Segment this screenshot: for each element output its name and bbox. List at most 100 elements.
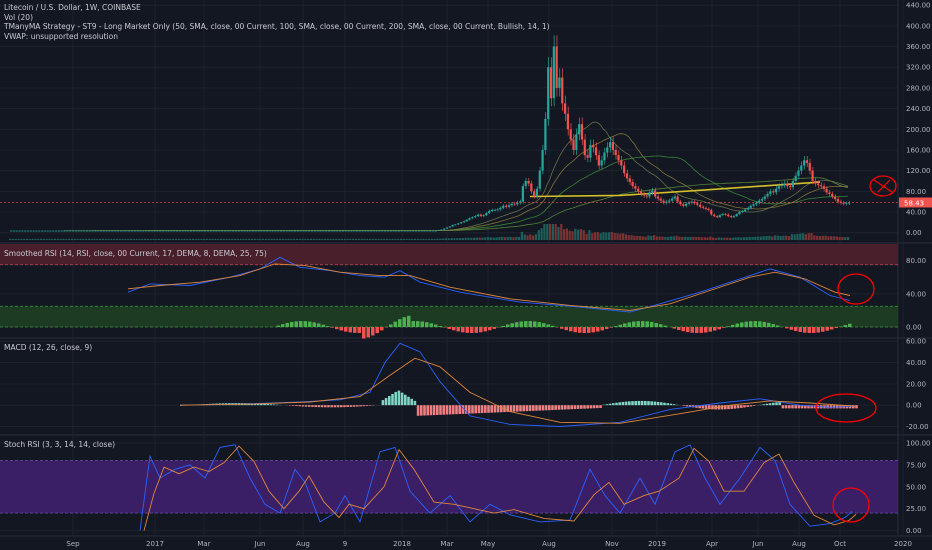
time-axis-label: 2018 — [393, 540, 411, 548]
volume-bar — [73, 238, 76, 240]
stoch-y-tick-label: 50.00 — [906, 483, 926, 491]
candle-body — [443, 228, 446, 230]
rsi-histogram-bar — [699, 327, 703, 333]
macd-histogram-bar — [701, 405, 705, 409]
volume-bar — [562, 229, 566, 240]
rsi-histogram-bar — [339, 327, 343, 331]
rsi-histogram-bar — [663, 325, 667, 328]
rsi-histogram-bar — [695, 327, 699, 334]
volume-bar — [388, 238, 391, 240]
candle-body — [797, 170, 800, 176]
candle-body — [220, 230, 224, 232]
rsi-histogram-bar — [618, 324, 622, 328]
candle-body — [195, 230, 198, 232]
macd-histogram-bar — [711, 405, 714, 410]
macd-histogram-bar — [576, 405, 580, 409]
macd-histogram-bar — [420, 405, 423, 416]
rsi-histogram-bar — [308, 321, 312, 328]
volume-bar — [197, 238, 200, 240]
macd-histogram-bar — [580, 405, 583, 409]
candle-body — [760, 199, 764, 201]
candle-body — [575, 134, 578, 150]
rsi-histogram-bar — [614, 326, 618, 328]
macd-histogram-bar — [541, 405, 545, 411]
candle-body — [18, 230, 21, 232]
volume-bar — [166, 238, 169, 240]
volume-bar — [700, 237, 703, 240]
volume-bar — [366, 238, 369, 240]
volume-bar — [205, 238, 209, 240]
rsi-pane-legend[interactable]: Smoothed RSI (14, RSI, close, 00 Current… — [4, 249, 267, 258]
candle-body — [66, 230, 69, 232]
volume-bar — [658, 236, 661, 240]
volume-bar — [158, 238, 161, 240]
volume-bar — [422, 238, 425, 240]
macd-histogram-bar — [436, 405, 439, 415]
macd-histogram-bar — [452, 405, 455, 415]
candle-body — [473, 216, 477, 218]
candle-body — [372, 230, 375, 232]
volume-bar — [689, 236, 692, 240]
macd-histogram-bar — [784, 405, 788, 409]
macd-histogram-bar — [356, 405, 359, 407]
volume-bar — [371, 238, 374, 240]
macd-histogram-bar — [327, 405, 330, 408]
candle-body — [403, 230, 406, 232]
volume-legend[interactable]: Vol (20) — [4, 12, 34, 22]
macd-histogram-bar — [560, 405, 564, 410]
candle-body — [223, 230, 226, 232]
macd-histogram-bar — [682, 405, 685, 406]
candle-body — [639, 191, 643, 194]
candle-body — [623, 165, 626, 174]
stoch-pane-legend[interactable]: Stoch RSI (3, 3, 14, 14, close) — [4, 440, 115, 449]
macd-histogram-bar — [311, 405, 314, 407]
volume-bar — [655, 236, 658, 240]
time-axis-label: May — [481, 540, 495, 548]
macd-histogram-bar — [765, 403, 769, 406]
volume-bar — [309, 238, 313, 240]
candle-body — [226, 230, 229, 232]
candle-body — [499, 207, 502, 210]
candle-body — [555, 46, 558, 88]
volume-bar — [200, 238, 203, 240]
candle-body — [527, 180, 530, 184]
volume-bar — [225, 238, 228, 240]
macd-pane-legend[interactable]: MACD (12, 26, close, 9) — [4, 343, 93, 352]
macd-histogram-bar — [455, 405, 458, 415]
time-axis-label: 9 — [343, 540, 347, 548]
macd-histogram-bar — [500, 405, 503, 413]
macd-histogram-bar — [458, 405, 461, 415]
rsi-histogram-bar — [317, 323, 321, 328]
volume-bar — [163, 238, 166, 240]
candle-body — [533, 191, 536, 197]
macd-histogram-bar — [724, 405, 727, 410]
vwap-legend[interactable]: VWAP: unsupported resolution — [4, 31, 118, 41]
volume-bar — [53, 238, 57, 240]
volume-bar — [574, 228, 577, 240]
macd-histogram-bar — [532, 405, 535, 411]
volume-bar — [368, 238, 372, 240]
macd-y-tick-label: -20.00 — [906, 423, 929, 431]
volume-bar — [115, 238, 119, 240]
rsi-histogram-bar — [452, 327, 456, 331]
candle-body — [209, 230, 212, 232]
rsi-histogram-bar — [717, 327, 721, 330]
candle-body — [530, 183, 533, 192]
volume-bar — [138, 238, 141, 240]
macd-histogram-bar — [554, 405, 557, 410]
volume-bar — [785, 235, 788, 240]
candle-body — [811, 170, 814, 181]
rsi-histogram-bar — [726, 326, 730, 328]
volume-bar — [267, 238, 270, 240]
strategy-legend[interactable]: TManyMA Strategy - ST9 - Long Market Onl… — [4, 22, 550, 31]
symbol-title[interactable]: Litecoin / U.S. Dollar, 1W, COINBASE — [4, 3, 141, 12]
volume-bar — [492, 237, 495, 240]
moving-average-line — [91, 133, 849, 231]
macd-histogram-bar — [330, 405, 333, 408]
candle-body — [462, 221, 465, 223]
macd-histogram-bar — [266, 404, 269, 406]
candle-body — [344, 230, 347, 232]
volume-bar — [630, 235, 633, 240]
rsi-histogram-bar — [776, 325, 780, 328]
